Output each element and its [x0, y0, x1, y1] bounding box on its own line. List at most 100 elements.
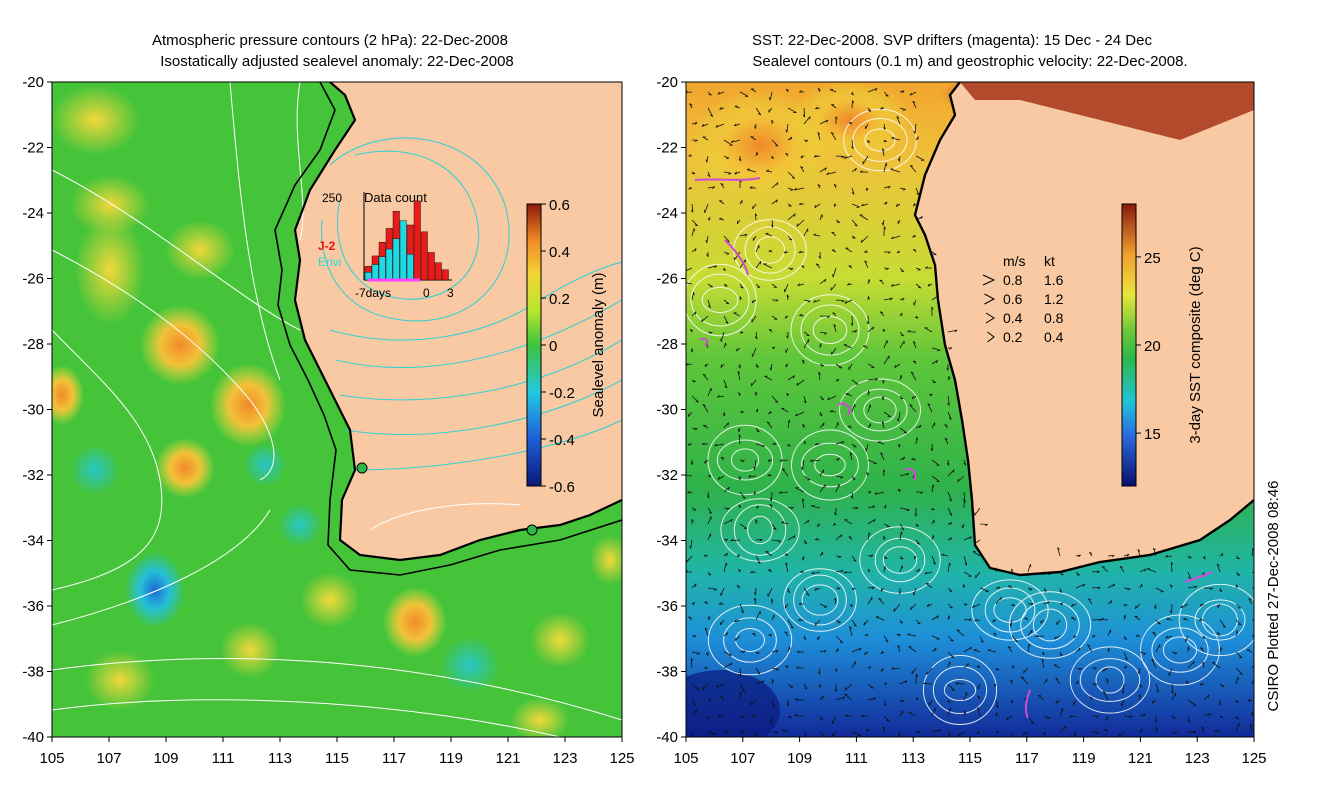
svp-drifter-tracks: [694, 177, 1213, 719]
sla-colorbar-label: Sealevel anomaly (m): [590, 272, 607, 417]
sla-colorbar-tick: 0.6: [549, 197, 570, 214]
left-lat-label: -28: [22, 336, 44, 353]
inset-bar-envi: [378, 256, 386, 281]
inset-bars: [364, 200, 449, 281]
inset-xlabel-start: -7days: [355, 286, 391, 300]
right-lon-label: 117: [1015, 750, 1039, 767]
right-lon-label: 125: [1241, 750, 1266, 767]
right-lon-label: 121: [1128, 750, 1153, 767]
right-lon-label: 115: [958, 750, 982, 767]
right-lon-label: 111: [845, 750, 868, 767]
left-lon-label: 111: [212, 750, 235, 767]
speed-legend-arrow: [987, 331, 995, 343]
right-lat-label: -28: [656, 336, 678, 353]
land-australia-right: [915, 82, 1254, 575]
left-lat-label: -26: [22, 271, 44, 288]
inset-bar-envi: [392, 238, 400, 281]
left-lon-label: 107: [96, 750, 121, 767]
sla-colorbar-tick: -0.2: [549, 385, 575, 402]
tide-gauge-marker: [356, 462, 368, 474]
pressure-contours-sea: [52, 82, 622, 737]
coastline-left: [293, 82, 622, 562]
pressure-contours-land: [320, 137, 622, 471]
right-lon-label: 123: [1185, 750, 1210, 767]
sla-colorbar-tick: 0.2: [549, 291, 570, 308]
sst-colorbar-label: 3-day SST composite (deg C): [1187, 246, 1204, 443]
left-lat-label: -38: [22, 664, 44, 681]
speed-legend-arrow: [982, 274, 996, 286]
inset-legend-j2: J-2: [318, 239, 336, 253]
right-panel: SST: 22-Dec-2008. SVP drifters (magenta)…: [656, 32, 1266, 767]
left-axes: -20 -22 -24 -26 -28 -30 -32 -34 -36 -38 -40 105 107 1…: [22, 74, 634, 767]
inset-xlabel-end: 3: [447, 286, 454, 300]
speed-legend-arrow: [985, 312, 995, 324]
right-map: [686, 82, 1254, 737]
right-title-line1: SST: 22-Dec-2008. SVP drifters (magenta)…: [752, 32, 1152, 49]
sst-colorbar: 25 20 15 3-day SST composite (deg C): [1121, 203, 1204, 487]
right-lat-label: -20: [656, 74, 678, 91]
sst-colorbar-tick: 20: [1144, 338, 1161, 355]
geostrophic-velocity-arrows: [686, 87, 1254, 737]
sst-colorbar-tick: 15: [1144, 426, 1161, 443]
inset-max-label: 250: [322, 191, 342, 205]
left-lon-label: 115: [325, 750, 349, 767]
inset-xlabel-zero: 0: [423, 286, 430, 300]
sla-colorbar: 0.6 0.4 0.2 0 -0.2 -0.4 -0.6 Sealevel anomaly …: [526, 197, 607, 496]
inset-bar-j2: [441, 269, 449, 281]
left-lon-label: 117: [382, 750, 406, 767]
left-lat-label: -40: [22, 729, 44, 746]
sla-colorbar-tick: 0.4: [549, 244, 570, 261]
speed-legend-ms: 0.4: [1003, 310, 1023, 326]
inset-legend-envi: Envi: [318, 255, 341, 269]
right-lat-label: -30: [656, 402, 678, 419]
speed-legend-header-kt: kt: [1044, 253, 1055, 269]
inset-bar-envi: [406, 253, 414, 281]
right-lon-label: 105: [673, 750, 698, 767]
left-lon-label: 125: [609, 750, 634, 767]
speed-legend-ms: 0.8: [1003, 272, 1023, 288]
inset-bar-envi: [371, 264, 379, 281]
right-lat-label: -36: [656, 598, 678, 615]
inset-title: Data count: [364, 190, 427, 205]
left-title-line1: Atmospheric pressure contours (2 hPa): 2…: [152, 32, 508, 49]
left-lat-label: -34: [22, 533, 44, 550]
warm-coastal-sst: [960, 82, 1254, 140]
speed-legend-kt: 0.8: [1044, 310, 1064, 326]
sealevel-contours: [686, 108, 1254, 725]
tide-gauge-marker: [526, 524, 538, 536]
right-lon-label: 119: [1072, 750, 1096, 767]
speed-legend: m/s kt 0.8 1.6 0.6 1.2 0.4 0.8 0.2 0.4: [982, 253, 1064, 345]
speed-legend-ms: 0.2: [1003, 329, 1023, 345]
speed-legend-ms: 0.6: [1003, 291, 1023, 307]
right-lat-label: -24: [656, 205, 678, 222]
right-lon-label: 107: [730, 750, 755, 767]
right-lat-label: -40: [656, 729, 678, 746]
sla-colorbar-tick: 0: [549, 338, 557, 355]
speed-legend-kt: 1.2: [1044, 291, 1064, 307]
left-panel: Atmospheric pressure contours (2 hPa): 2…: [22, 32, 634, 767]
right-lat-label: -38: [656, 664, 678, 681]
data-count-inset: 250 Data count J-2 Envi -7days 0 3: [318, 190, 454, 300]
left-lat-label: -36: [22, 598, 44, 615]
right-lon-label: 113: [901, 750, 925, 767]
speed-legend-header-ms: m/s: [1003, 253, 1026, 269]
left-title-line2: Isostatically adjusted sealevel anomaly:…: [160, 53, 514, 70]
sla-colorbar-tick: -0.6: [549, 479, 575, 496]
left-lat-label: -22: [22, 140, 44, 157]
left-lon-label: 105: [39, 750, 64, 767]
left-lat-label: -32: [22, 467, 44, 484]
speed-legend-arrow: [984, 293, 996, 305]
left-lon-label: 121: [495, 750, 520, 767]
right-lat-label: -32: [656, 467, 678, 484]
coastline-right: [913, 82, 1254, 577]
inset-bar-j2: [413, 200, 421, 281]
right-lat-label: -34: [656, 533, 678, 550]
credit-text: CSIRO Plotted 27-Dec-2008 08:46: [1265, 481, 1282, 712]
right-lon-label: 109: [787, 750, 812, 767]
inset-bar-envi: [385, 248, 393, 281]
left-lat-label: -20: [22, 74, 44, 91]
inset-bar-j2: [420, 231, 428, 281]
sla-colorbar-tick: -0.4: [549, 432, 575, 449]
left-lon-label: 119: [439, 750, 463, 767]
